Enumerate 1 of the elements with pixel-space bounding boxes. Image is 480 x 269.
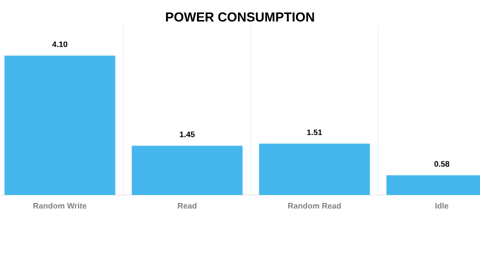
chart-title: POWER CONSUMPTION <box>166 12 314 22</box>
